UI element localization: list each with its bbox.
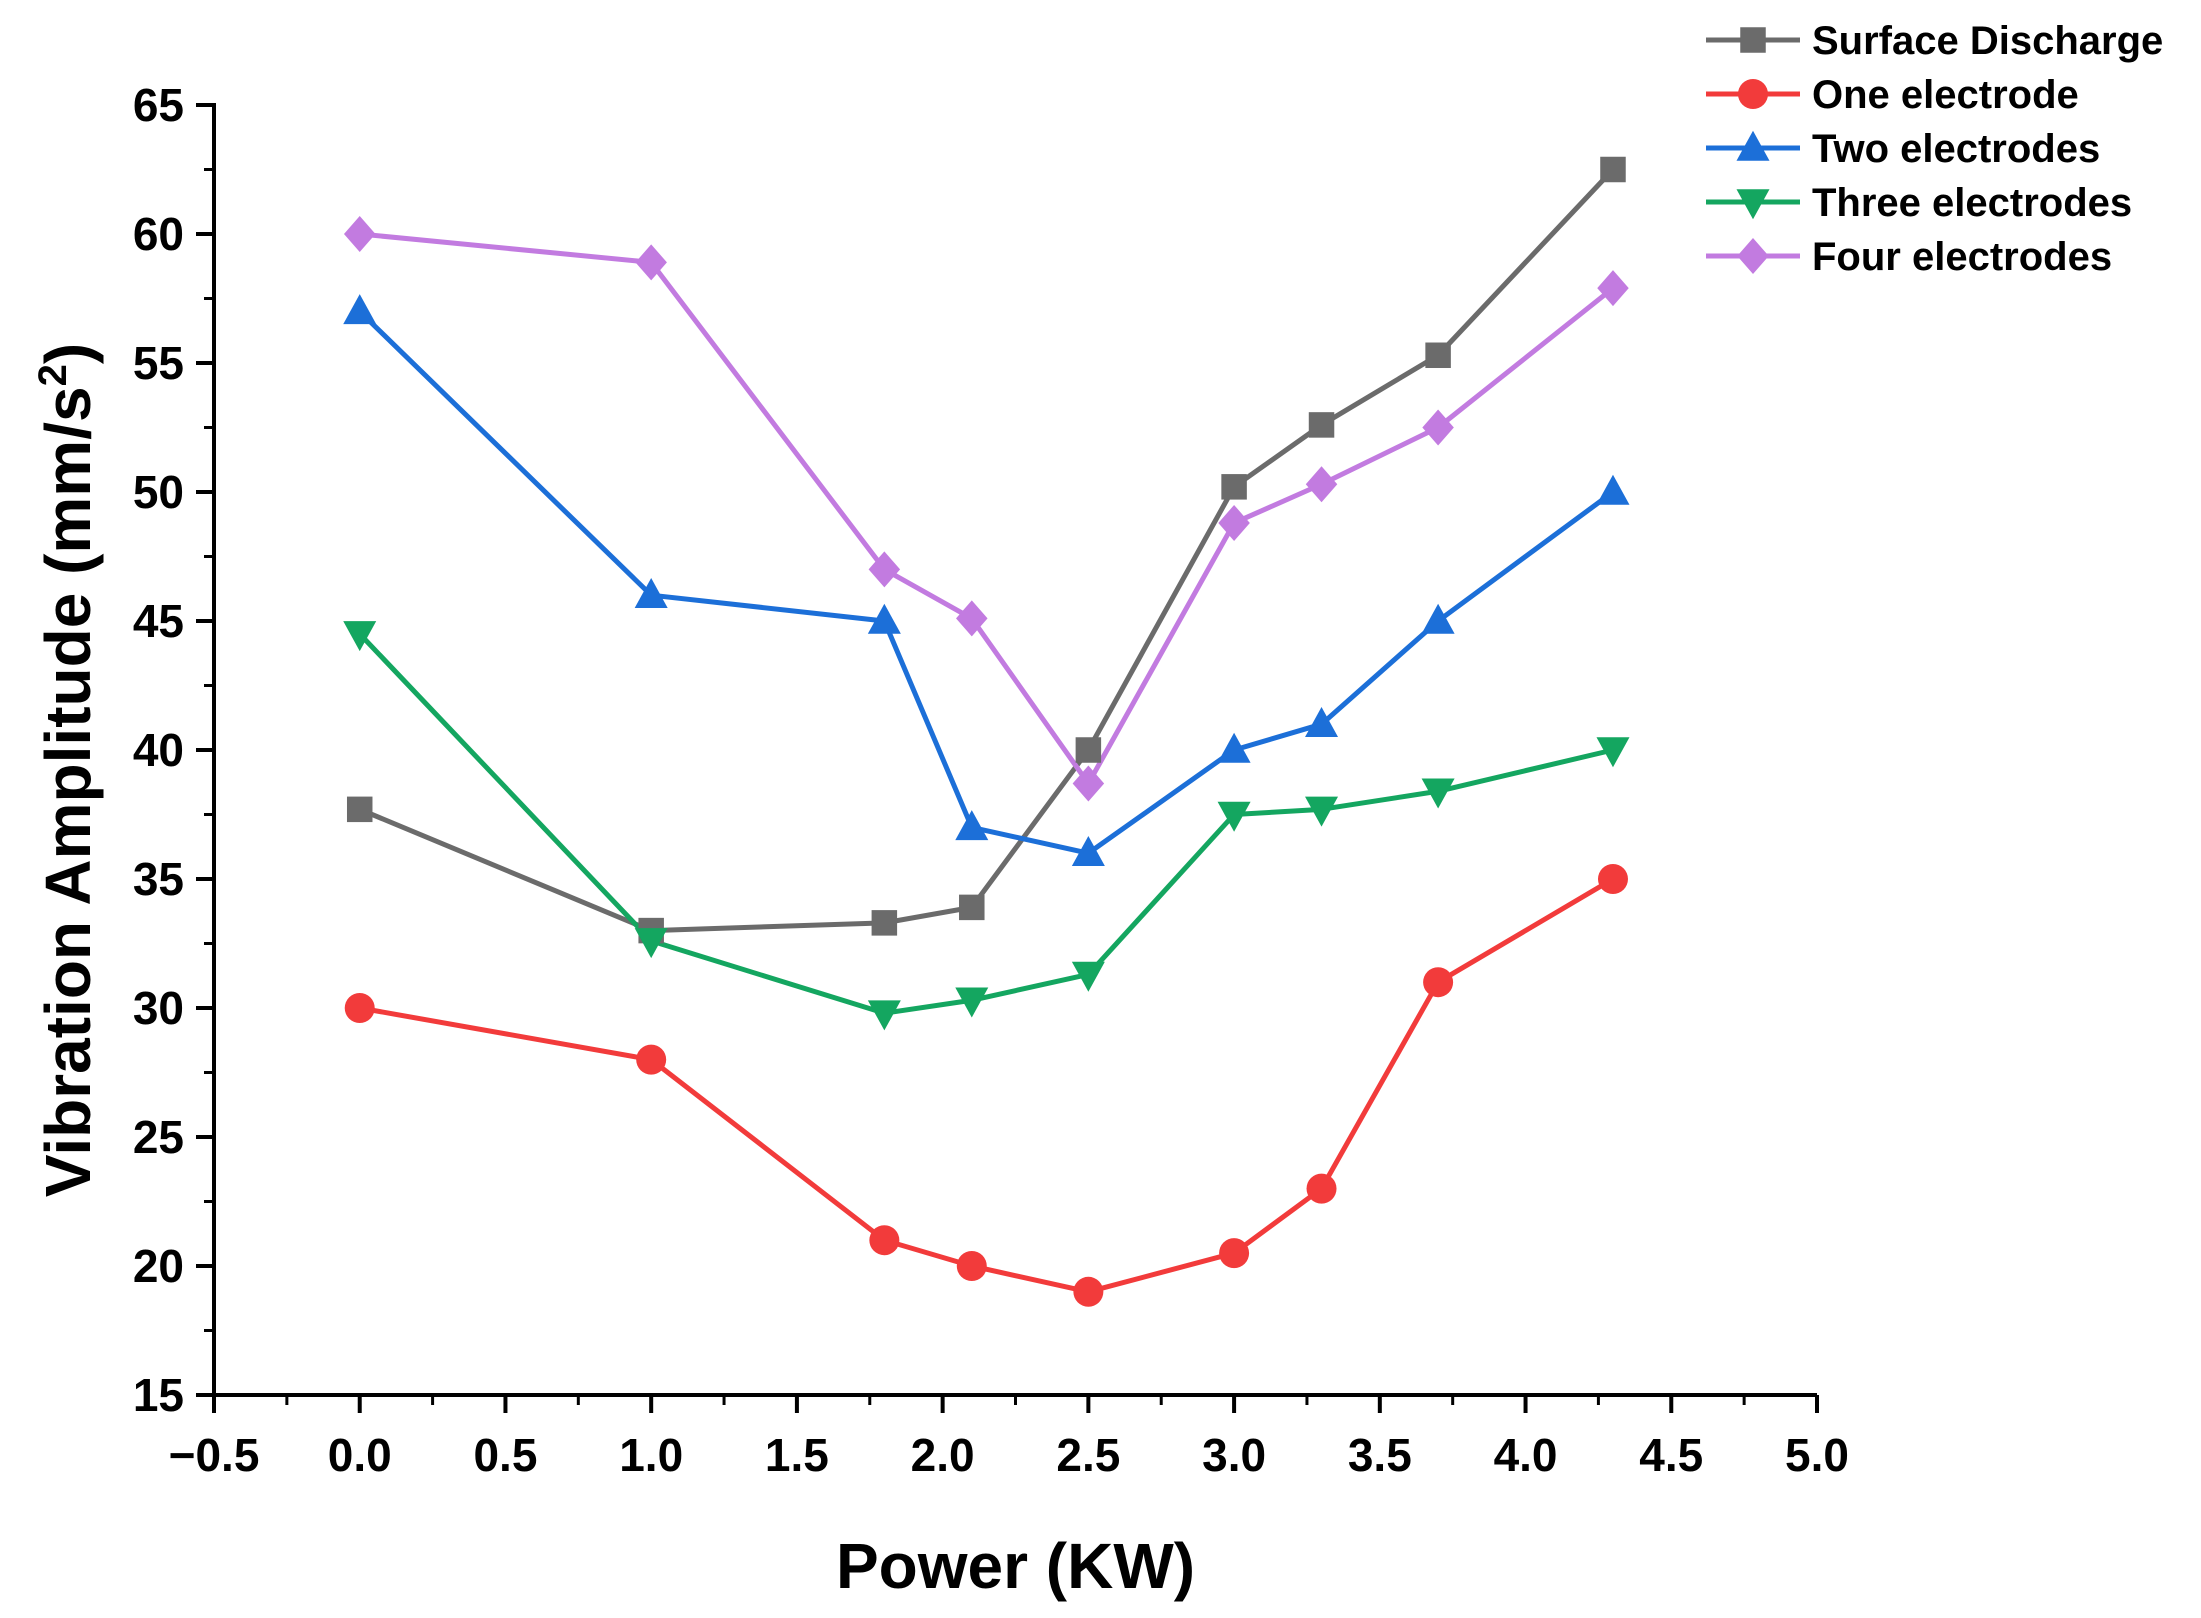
- data-point-three-electrodes: [1071, 961, 1105, 992]
- legend: Surface Discharge One electrode Two electr…: [1706, 19, 2163, 279]
- data-point-four-electrodes: [343, 216, 376, 252]
- x-tick-label: 2.5: [1056, 1429, 1120, 1481]
- series-line-two-electrodes: [357, 309, 1615, 856]
- legend-label-surface-discharge: Surface Discharge: [1812, 19, 2163, 63]
- x-tick-label: 0.0: [328, 1429, 392, 1481]
- y-tick-label: 60: [133, 208, 184, 260]
- y-axis-title-main: Vibration Amplitude (mm/s: [32, 386, 104, 1197]
- data-point-three-electrodes: [343, 621, 377, 652]
- data-point-one-electrode: [1306, 1173, 1337, 1204]
- series-markers: [343, 156, 1630, 1307]
- data-point-surface-discharge: [1221, 474, 1247, 500]
- legend-label-one-electrode: One electrode: [1812, 73, 2079, 117]
- data-point-two-electrodes: [634, 577, 668, 608]
- data-point-surface-discharge: [959, 894, 985, 921]
- data-point-four-electrodes: [1218, 504, 1250, 541]
- y-axis-title-superscript: 2: [31, 364, 75, 386]
- data-point-surface-discharge: [1308, 412, 1335, 438]
- x-tick-label: 5.0: [1785, 1429, 1849, 1481]
- data-point-two-electrodes: [867, 603, 901, 634]
- data-point-one-electrode: [1423, 967, 1454, 998]
- series-lines: [357, 167, 1615, 1295]
- data-point-three-electrodes: [1596, 737, 1630, 768]
- y-tick-label: 20: [133, 1240, 184, 1292]
- x-tick-label: 4.5: [1639, 1429, 1703, 1481]
- legend-label-three-electrodes: Three electrodes: [1812, 181, 2132, 225]
- data-point-surface-discharge: [1600, 156, 1626, 183]
- data-point-three-electrodes: [634, 928, 668, 959]
- y-tick-label: 40: [133, 724, 184, 776]
- data-point-two-electrodes: [1421, 603, 1455, 634]
- data-point-four-electrodes: [1072, 765, 1105, 802]
- legend-label-four-electrodes: Four electrodes: [1812, 235, 2112, 279]
- x-tick-label: 4.0: [1494, 1429, 1558, 1481]
- y-tick-label: 45: [133, 595, 184, 647]
- data-point-two-electrodes: [1305, 706, 1339, 737]
- data-point-surface-discharge: [346, 796, 373, 823]
- y-tick-label: 25: [133, 1111, 184, 1163]
- x-tick-label: 2.0: [911, 1429, 975, 1481]
- series-line-one-electrode: [359, 876, 1615, 1295]
- data-point-three-electrodes: [1305, 796, 1339, 827]
- y-axis-title: Vibration Amplitude (mm/s2): [31, 343, 104, 1197]
- legend-marker-four-electrodes: [1737, 238, 1769, 274]
- data-point-one-electrode: [869, 1225, 900, 1256]
- data-point-two-electrodes: [1217, 732, 1251, 763]
- data-point-two-electrodes: [1071, 835, 1105, 866]
- y-tick-label: 65: [133, 79, 184, 131]
- data-point-two-electrodes: [343, 294, 377, 325]
- data-point-one-electrode: [1073, 1276, 1104, 1307]
- series-line-three-electrodes: [357, 632, 1614, 1016]
- data-point-two-electrodes: [1596, 474, 1630, 505]
- x-tick-label: 0.5: [473, 1429, 537, 1481]
- data-point-four-electrodes: [1597, 270, 1629, 307]
- x-tick-label: 3.5: [1348, 1429, 1412, 1481]
- data-point-one-electrode: [636, 1044, 667, 1075]
- data-point-surface-discharge: [1075, 737, 1102, 763]
- data-point-four-electrodes: [956, 600, 988, 637]
- legend-marker-surface-discharge: [1740, 27, 1766, 53]
- data-point-four-electrodes: [868, 551, 901, 588]
- legend-label-two-electrodes: Two electrodes: [1812, 127, 2100, 171]
- data-point-three-electrodes: [1421, 778, 1455, 809]
- x-tick-label: 1.5: [765, 1429, 829, 1481]
- data-point-three-electrodes: [867, 1000, 901, 1031]
- data-point-three-electrodes: [1217, 801, 1251, 832]
- data-point-four-electrodes: [1305, 466, 1338, 503]
- data-point-surface-discharge: [1425, 342, 1451, 369]
- data-point-four-electrodes: [1422, 409, 1454, 446]
- x-tick-label: 3.0: [1202, 1429, 1266, 1481]
- legend-marker-three-electrodes: [1736, 189, 1770, 220]
- y-tick-label: 30: [133, 982, 184, 1034]
- y-tick-label: 35: [133, 853, 184, 905]
- x-tick-label: 1.0: [619, 1429, 683, 1481]
- data-point-three-electrodes: [955, 987, 989, 1018]
- data-point-surface-discharge: [871, 910, 898, 936]
- legend-marker-two-electrodes: [1736, 130, 1770, 161]
- data-point-one-electrode: [1597, 864, 1628, 894]
- x-tick-label: −0.5: [169, 1429, 260, 1481]
- data-point-one-electrode: [956, 1251, 987, 1281]
- y-tick-label: 50: [133, 466, 184, 518]
- series-line-surface-discharge: [358, 167, 1615, 934]
- y-tick-label: 55: [133, 337, 184, 389]
- data-point-two-electrodes: [955, 810, 989, 841]
- y-axis-title-close: ): [32, 343, 104, 364]
- axes: −0.5 0.0 0.5 1.0 1.5 2.0 2.5 3.0 3.5 4.0 4.5 5.0 15 2…: [133, 79, 1849, 1481]
- data-point-four-electrodes: [635, 244, 667, 281]
- data-point-one-electrode: [1219, 1238, 1250, 1269]
- data-point-one-electrode: [344, 993, 375, 1023]
- series-line-four-electrodes: [359, 231, 1615, 787]
- x-axis-title: Power (KW): [836, 1530, 1195, 1602]
- legend-marker-one-electrode: [1738, 79, 1768, 109]
- y-tick-label: 15: [133, 1369, 184, 1421]
